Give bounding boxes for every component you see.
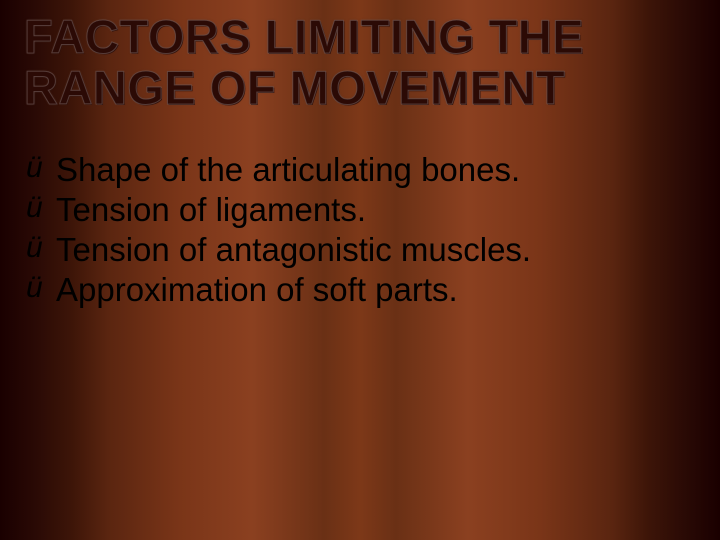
slide-title: FACTORS LIMITING THE RANGE OF MOVEMENT [24,12,696,114]
bullet-text: Approximation of soft parts. [56,270,696,310]
check-icon: ü [24,150,56,187]
check-icon: ü [24,230,56,267]
slide-container: FACTORS LIMITING THE RANGE OF MOVEMENT ü… [0,0,720,540]
list-item: ü Approximation of soft parts. [24,270,696,310]
bullet-text: Tension of antagonistic muscles. [56,230,696,270]
bullet-text: Shape of the articulating bones. [56,150,696,190]
bullet-list: ü Shape of the articulating bones. ü Ten… [24,150,696,311]
bullet-text: Tension of ligaments. [56,190,696,230]
list-item: ü Shape of the articulating bones. [24,150,696,190]
list-item: ü Tension of antagonistic muscles. [24,230,696,270]
check-icon: ü [24,190,56,227]
list-item: ü Tension of ligaments. [24,190,696,230]
check-icon: ü [24,270,56,307]
